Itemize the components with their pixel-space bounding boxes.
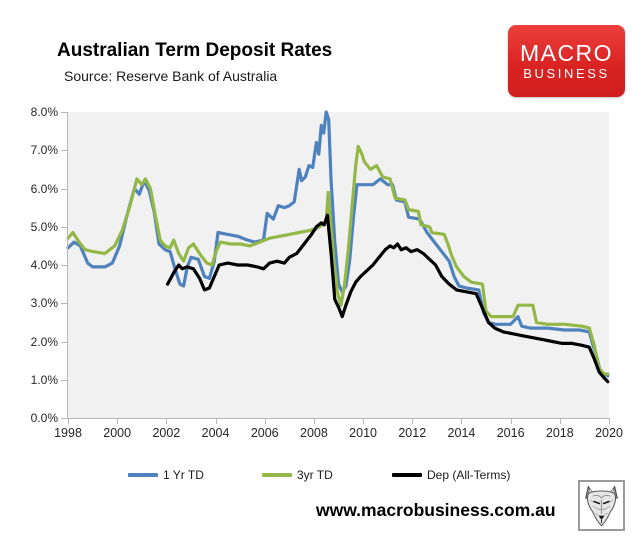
x-axis-line <box>67 418 610 419</box>
series-line-dep-all-terms- <box>165 213 610 384</box>
y-tick-mark <box>61 112 68 113</box>
legend-item-1yr-td: 1 Yr TD <box>128 466 204 484</box>
wolf-logo-box <box>578 480 625 531</box>
x-tick-label: 2014 <box>447 426 476 440</box>
y-tick-label: 2.0% <box>30 334 58 349</box>
x-tick-mark <box>559 418 561 424</box>
y-tick-label: 1.0% <box>30 372 58 387</box>
y-tick-mark <box>61 341 68 343</box>
y-tick-mark <box>61 150 68 152</box>
x-tick-mark <box>215 418 217 424</box>
legend-label-dep-all-terms: Dep (All-Terms) <box>427 468 511 482</box>
y-tick-mark <box>61 265 68 266</box>
y-tick-label: 0.0% <box>30 411 58 425</box>
x-tick-label: 2016 <box>496 426 525 440</box>
x-tick-label: 1998 <box>54 426 82 440</box>
y-tick-mark <box>61 379 68 381</box>
y-tick-mark <box>61 226 68 228</box>
y-tick-label: 3.0% <box>30 296 58 311</box>
x-tick-label: 2006 <box>250 426 279 440</box>
x-tick-label: 2002 <box>152 426 181 440</box>
legend-swatch-1yr-td <box>128 473 158 477</box>
x-tick-mark <box>609 418 610 424</box>
y-tick-label: 6.0% <box>30 181 58 196</box>
macrobusiness-logo: MACRO BUSINESS <box>508 25 625 97</box>
x-tick-mark <box>313 418 315 424</box>
x-tick-mark <box>510 418 512 424</box>
legend-item-3yr-td: 3yr TD <box>262 466 333 484</box>
x-tick-label: 2004 <box>201 426 230 440</box>
chart-legend: 1 Yr TD 3yr TD Dep (All-Terms) <box>0 466 643 486</box>
logo-text-macro: MACRO <box>519 39 614 66</box>
x-tick-label: 2018 <box>545 426 574 440</box>
x-tick-mark <box>412 418 414 424</box>
y-tick-label: 4.0% <box>30 258 58 272</box>
x-tick-mark <box>166 418 168 424</box>
legend-label-3yr-td: 3yr TD <box>297 468 333 482</box>
x-tick-mark <box>68 418 69 424</box>
x-tick-label: 2010 <box>349 426 377 440</box>
line-chart: 8.0% 7.0% 6.0% 5.0% 4.0% 3.0% 2.0% 1.0% 0.0% 1998… <box>0 95 643 455</box>
plot-background <box>68 112 609 418</box>
x-tick-mark <box>363 418 365 424</box>
x-tick-label: 2008 <box>300 426 328 440</box>
legend-item-dep-all-terms: Dep (All-Terms) <box>392 466 510 484</box>
series-line-3yr-td <box>66 144 610 376</box>
chart-title: Australian Term Deposit Rates <box>57 40 333 61</box>
website-url: www.macrobusiness.com.au <box>316 500 556 520</box>
legend-label-1yr-td: 1 Yr TD <box>163 468 204 482</box>
wolf-head-icon <box>585 485 618 527</box>
y-tick-label: 7.0% <box>30 143 58 158</box>
x-tick-mark <box>117 418 119 424</box>
legend-swatch-3yr-td <box>262 473 292 477</box>
x-tick-mark <box>461 418 463 424</box>
x-tick-mark <box>264 418 266 424</box>
y-tick-mark <box>61 188 68 190</box>
y-tick-mark <box>61 303 68 305</box>
logo-text-business: BUSINESS <box>523 65 610 81</box>
x-tick-label: 2000 <box>103 426 132 440</box>
chart-series-svg <box>66 110 610 418</box>
y-tick-mark <box>61 418 68 419</box>
x-tick-label: 2012 <box>398 426 427 440</box>
y-tick-label: 5.0% <box>30 219 58 234</box>
y-tick-label: 8.0% <box>30 105 58 119</box>
series-line-1-yr-td <box>66 110 610 378</box>
legend-swatch-dep-all-terms <box>392 473 422 477</box>
chart-source: Source: Reserve Bank of Australia <box>64 68 278 84</box>
x-tick-label: 2020 <box>595 426 623 440</box>
